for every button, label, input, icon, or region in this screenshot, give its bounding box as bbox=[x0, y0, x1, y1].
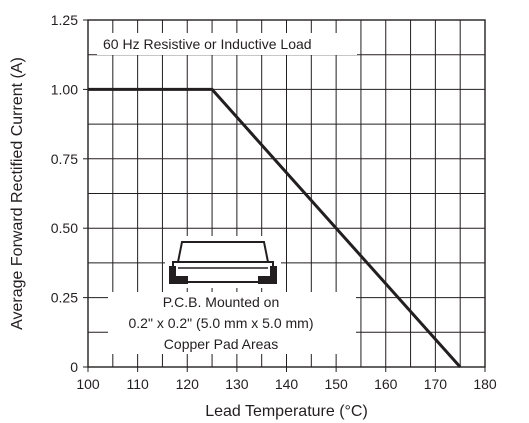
x-tick-label: 140 bbox=[275, 376, 299, 392]
x-tick-label: 180 bbox=[473, 376, 497, 392]
y-tick-label: 0.50 bbox=[51, 220, 78, 236]
package-illustration bbox=[165, 236, 281, 288]
package-body-top bbox=[177, 241, 269, 263]
axes: 100 110 120 130 140 150 160 170 180 0 0.25 0.50 0.75… bbox=[51, 12, 497, 392]
pcb-annotation-line2: 0.2" x 0.2" (5.0 mm x 5.0 mm) bbox=[129, 315, 314, 331]
x-tick-label: 120 bbox=[176, 376, 200, 392]
series bbox=[88, 87, 462, 368]
pcb-annotation-line1: P.C.B. Mounted on bbox=[163, 294, 279, 310]
x-tick-label: 130 bbox=[225, 376, 249, 392]
y-tick-label: 0.75 bbox=[51, 151, 78, 167]
x-tick-label: 170 bbox=[424, 376, 448, 392]
pcb-annotation-background bbox=[108, 292, 356, 354]
x-axis-title: Lead Temperature (°C) bbox=[205, 403, 368, 420]
x-tick-label: 110 bbox=[126, 376, 149, 392]
load-annotation: 60 Hz Resistive or Inductive Load bbox=[103, 36, 312, 52]
derating-curve bbox=[88, 87, 462, 368]
y-tick-label: 0 bbox=[70, 359, 78, 375]
package-lead-left bbox=[169, 266, 188, 284]
y-axis-title: Average Forward Rectified Current (A) bbox=[9, 57, 26, 330]
y-tick-label: 1.25 bbox=[51, 12, 78, 28]
package-lead-right bbox=[258, 266, 277, 284]
y-tick-label: 1.00 bbox=[51, 81, 78, 97]
grid bbox=[88, 20, 485, 367]
load-annotation-background bbox=[97, 33, 357, 55]
pcb-annotation-line3: Copper Pad Areas bbox=[164, 336, 278, 352]
x-tick-label: 100 bbox=[76, 376, 100, 392]
x-tick-label: 160 bbox=[374, 376, 398, 392]
y-tick-label: 0.25 bbox=[51, 290, 78, 306]
x-tick-label: 150 bbox=[324, 376, 348, 392]
